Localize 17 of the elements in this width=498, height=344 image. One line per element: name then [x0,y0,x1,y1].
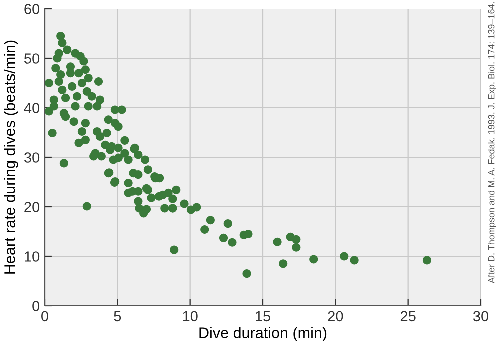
y-tick-label: 0 [32,301,40,312]
text: After D. Thompson and M. A. Fedak. 1993. J. Exp. Biol. 174: 139–164. [488,2,497,284]
y-tick-label: 60 [24,4,40,14]
x-tick-label: 5 [114,311,122,322]
y-tick-label: 40 [24,103,40,114]
y-tick-label: 30 [24,152,40,163]
x-axis-title: Dive duration (min) [200,327,327,342]
y-tick-label: 50 [24,54,40,64]
x-tick-label: 10 [183,311,198,322]
y-axis-title: Heart rate during dives (beats/min) [4,40,18,274]
x-tick-label: 25 [400,311,416,322]
y-tick-label: 20 [24,202,40,212]
x-tick-label: 0 [42,311,48,322]
x-tick-label: 15 [256,311,270,322]
x-tick-label: 20 [328,311,344,322]
y-tick-label: 10 [25,252,40,262]
x-tick-label: 30 [473,311,489,322]
